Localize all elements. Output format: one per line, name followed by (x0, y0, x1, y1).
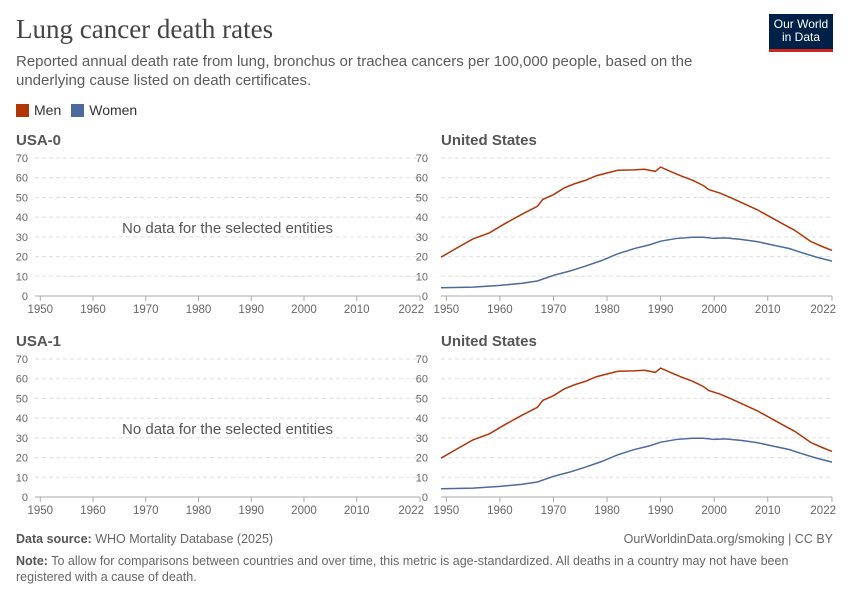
legend-item-men[interactable]: Men (16, 102, 61, 118)
series-line-men[interactable] (440, 367, 833, 459)
panel-1: United States 0 10 20 30 40 50 60 70 1950 1960 1970… (416, 132, 836, 316)
x-tick-label: 1970 (541, 505, 567, 517)
y-tick-label: 50 (416, 393, 428, 405)
note-label: Note: (16, 554, 48, 568)
y-tick-label: 50 (16, 393, 28, 405)
x-tick-label: 1960 (487, 505, 513, 517)
panel-0: USA-0 0 10 20 30 40 50 60 70 1950 1960 1970 1980 1990… (16, 132, 424, 316)
panel-3: United States 0 10 20 30 40 50 60 70 1950 1960 1970… (416, 333, 836, 517)
x-tick-label: 1950 (434, 304, 460, 316)
x-tick-label: 2010 (755, 505, 781, 517)
y-tick-label: 40 (16, 413, 28, 425)
source-text[interactable]: WHO Mortality Database (2025) (95, 532, 274, 546)
y-tick-label: 60 (16, 173, 28, 185)
x-tick-label: 1970 (133, 304, 159, 316)
x-tick-label: 1990 (238, 304, 264, 316)
source-label: Data source: (16, 532, 92, 546)
panel-title: United States (441, 132, 537, 149)
legend-item-women[interactable]: Women (71, 102, 137, 118)
x-tick-label: 1960 (487, 304, 513, 316)
x-tick-label: 1950 (434, 505, 460, 517)
y-tick-label: 50 (416, 192, 428, 204)
note-text: To allow for comparisons between countri… (16, 554, 789, 584)
chart-title: Lung cancer death rates (16, 14, 274, 44)
y-tick-label: 0 (22, 492, 28, 504)
x-tick-label: 2022 (810, 505, 836, 517)
x-tick-label: 2000 (701, 304, 727, 316)
legend-label: Women (89, 102, 138, 118)
y-tick-label: 70 (16, 153, 28, 165)
y-tick-label: 40 (416, 413, 428, 425)
x-tick-label: 2010 (755, 304, 781, 316)
x-tick-label: 1960 (80, 304, 106, 316)
x-tick-label: 1950 (27, 505, 53, 517)
y-tick-label: 30 (416, 232, 428, 244)
y-tick-label: 0 (422, 492, 428, 504)
y-tick-label: 30 (16, 232, 28, 244)
y-tick-label: 20 (16, 453, 28, 465)
series-line-men[interactable] (440, 166, 833, 258)
y-tick-label: 10 (416, 472, 428, 484)
no-data-message: No data for the selected entities (122, 421, 333, 438)
note: Note: To allow for comparisons between c… (16, 553, 826, 585)
y-tick-label: 10 (16, 472, 28, 484)
panel-title: USA-0 (16, 132, 61, 149)
x-tick-label: 2010 (344, 304, 370, 316)
y-tick-label: 10 (416, 271, 428, 283)
y-tick-label: 10 (16, 271, 28, 283)
x-tick-label: 2000 (701, 505, 727, 517)
source-url[interactable]: OurWorldinData.org/smoking | CC BY (623, 532, 833, 546)
y-tick-label: 40 (416, 212, 428, 224)
y-tick-label: 60 (416, 374, 428, 386)
no-data-message: No data for the selected entities (122, 220, 333, 237)
series-line-women[interactable] (440, 236, 833, 289)
x-tick-label: 2022 (398, 304, 424, 316)
y-tick-label: 0 (422, 291, 428, 303)
y-tick-label: 20 (16, 252, 28, 264)
x-tick-label: 2010 (344, 505, 370, 517)
x-tick-label: 1950 (27, 304, 53, 316)
x-tick-label: 1980 (186, 304, 212, 316)
y-tick-label: 20 (416, 453, 428, 465)
y-tick-label: 40 (16, 212, 28, 224)
chart-subtitle: Reported annual death rate from lung, br… (16, 53, 693, 89)
y-tick-label: 50 (16, 192, 28, 204)
x-tick-label: 1980 (594, 505, 620, 517)
x-tick-label: 1970 (133, 505, 159, 517)
data-source: Data source: WHO Mortality Database (202… (16, 532, 273, 546)
x-tick-label: 1980 (186, 505, 212, 517)
series-line-women[interactable] (440, 437, 833, 490)
y-tick-label: 70 (416, 153, 428, 165)
y-tick-label: 60 (16, 374, 28, 386)
x-tick-label: 1980 (594, 304, 620, 316)
x-tick-label: 2000 (291, 505, 317, 517)
y-tick-label: 20 (416, 252, 428, 264)
y-tick-label: 30 (16, 433, 28, 445)
y-tick-label: 60 (416, 173, 428, 185)
x-tick-label: 2022 (398, 505, 424, 517)
y-tick-label: 70 (16, 354, 28, 366)
x-tick-label: 1960 (80, 505, 106, 517)
x-tick-label: 1990 (238, 505, 264, 517)
panel-title: United States (441, 333, 537, 350)
x-tick-label: 1990 (648, 505, 674, 517)
y-tick-label: 0 (22, 291, 28, 303)
owid-logo[interactable]: Our World in Data (769, 14, 833, 52)
panel-title: USA-1 (16, 333, 61, 350)
x-tick-label: 1970 (541, 304, 567, 316)
legend-swatch (16, 104, 29, 117)
x-tick-label: 2000 (291, 304, 317, 316)
panel-2: USA-1 0 10 20 30 40 50 60 70 1950 1960 1970 1980 1990… (16, 333, 424, 517)
legend-swatch (71, 104, 85, 117)
y-tick-label: 30 (416, 433, 428, 445)
x-tick-label: 1990 (648, 304, 674, 316)
legend-label: Men (34, 102, 62, 118)
legend: Men Women (16, 102, 137, 118)
x-tick-label: 2022 (810, 304, 836, 316)
y-tick-label: 70 (416, 354, 428, 366)
